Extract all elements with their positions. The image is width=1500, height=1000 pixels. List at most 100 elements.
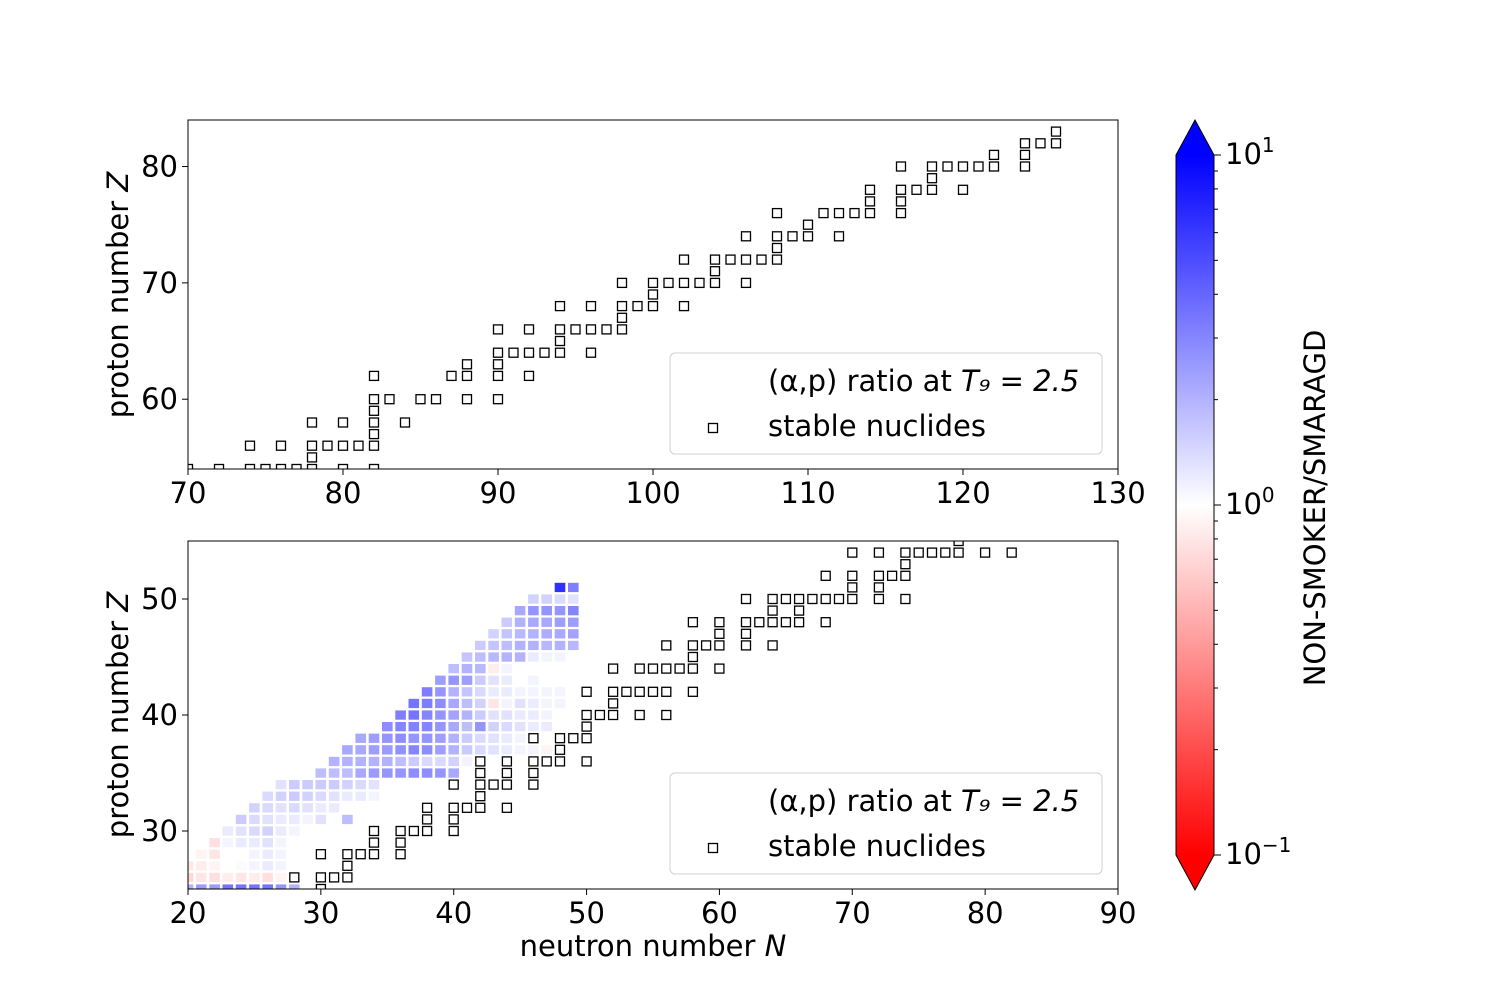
ratio-cell bbox=[501, 629, 513, 639]
ratio-cell bbox=[435, 768, 446, 778]
stable-nuclide-marker bbox=[833, 207, 845, 219]
ratio-cell bbox=[188, 872, 194, 883]
stable-nuclide-marker bbox=[864, 207, 876, 219]
stable-nuclide-marker bbox=[895, 161, 907, 172]
ratio-cell bbox=[342, 745, 353, 755]
stable-nuclide-marker bbox=[492, 359, 504, 370]
ratio-cell bbox=[328, 791, 340, 801]
stable-nuclide-marker bbox=[900, 547, 911, 558]
ratio-cell bbox=[249, 826, 260, 836]
stable-nuclide-marker bbox=[873, 582, 885, 593]
stable-nuclide-marker bbox=[501, 756, 513, 767]
stable-nuclide-marker bbox=[771, 242, 783, 254]
ratio-cell bbox=[514, 710, 526, 720]
bottom-x-tick-label: 80 bbox=[967, 896, 1004, 930]
ratio-cell bbox=[541, 640, 552, 651]
ratio-cell bbox=[188, 861, 194, 871]
ratio-cell bbox=[475, 733, 486, 743]
stable-nuclide-marker bbox=[415, 394, 426, 405]
stable-nuclide-marker bbox=[289, 872, 300, 883]
ratio-cell bbox=[408, 722, 420, 732]
stable-nuclide-marker bbox=[661, 663, 672, 674]
ratio-cell bbox=[501, 652, 513, 662]
stable-nuclide-marker bbox=[771, 254, 783, 265]
ratio-cell bbox=[501, 722, 513, 732]
ratio-cell bbox=[514, 733, 526, 743]
ratio-cell bbox=[408, 698, 420, 709]
colorbar-tick-label-low: 10−1 bbox=[1225, 833, 1291, 871]
ratio-cell bbox=[501, 617, 513, 627]
ratio-cell bbox=[408, 733, 420, 743]
ratio-cell bbox=[435, 710, 446, 720]
stable-nuclide-marker bbox=[632, 300, 643, 312]
ratio-cell bbox=[461, 710, 473, 720]
stable-nuclide-marker bbox=[475, 791, 486, 802]
stable-nuclide-marker bbox=[528, 779, 539, 790]
ratio-cell bbox=[421, 710, 433, 720]
stable-nuclide-marker bbox=[895, 196, 907, 207]
ratio-cell bbox=[209, 861, 220, 871]
stable-nuclide-marker bbox=[475, 802, 486, 813]
ratio-cell bbox=[501, 664, 513, 674]
bottom-x-tick-label: 30 bbox=[302, 896, 339, 930]
stable-nuclide-marker bbox=[368, 428, 380, 440]
ratio-cell bbox=[302, 814, 313, 825]
ratio-cell bbox=[368, 733, 380, 743]
stable-nuclide-marker bbox=[616, 324, 628, 335]
ratio-cell bbox=[302, 780, 313, 790]
colorbar: 101 100 10−1 NON-SMOKER/SMARAGD bbox=[1175, 118, 1332, 892]
top-x-tick-label: 80 bbox=[325, 476, 362, 510]
ratio-cell bbox=[514, 640, 526, 651]
stable-nuclide-marker bbox=[833, 593, 845, 605]
stable-nuclide-marker bbox=[873, 547, 885, 558]
bottom-legend: (α,p) ratio at T₉ = 2.5 stable nuclides bbox=[669, 772, 1103, 875]
stable-nuclide-marker bbox=[780, 593, 792, 605]
stable-nuclide-marker bbox=[475, 779, 486, 790]
ratio-cell bbox=[289, 814, 300, 825]
stable-nuclide-marker bbox=[820, 570, 831, 581]
ratio-cell bbox=[209, 838, 220, 848]
ratio-cell bbox=[448, 687, 459, 697]
top-x-tick-label: 100 bbox=[625, 476, 680, 510]
stable-nuclide-marker bbox=[973, 161, 984, 172]
ratio-cell bbox=[541, 664, 552, 674]
stable-nuclide-marker bbox=[849, 207, 860, 219]
bottom-x-tick-label: 70 bbox=[834, 896, 871, 930]
ratio-cell bbox=[289, 826, 300, 836]
stable-nuclide-marker bbox=[820, 593, 831, 605]
ratio-cell bbox=[355, 733, 366, 743]
ratio-cell bbox=[501, 687, 513, 697]
ratio-cell bbox=[315, 780, 327, 790]
stable-nuclide-marker bbox=[342, 849, 353, 860]
ratio-cell bbox=[514, 722, 526, 732]
stable-nuclide-marker bbox=[913, 547, 924, 558]
ratio-cell bbox=[475, 652, 486, 662]
ratio-cell bbox=[315, 803, 327, 813]
stable-nuclide-marker bbox=[585, 347, 597, 358]
stable-nuclide-marker bbox=[492, 324, 504, 335]
stable-nuclide-marker bbox=[528, 767, 539, 779]
ratio-cell bbox=[514, 687, 526, 697]
ratio-cell bbox=[461, 664, 473, 674]
ratio-cell bbox=[355, 756, 366, 767]
stable-nuclide-marker bbox=[661, 709, 672, 721]
ratio-cell bbox=[568, 617, 579, 627]
top-x-axis: 70 80 90 100 110 120 130 bbox=[170, 469, 1146, 510]
ratio-cell bbox=[408, 756, 420, 767]
stable-nuclide-marker bbox=[448, 802, 459, 813]
top-plot-area bbox=[188, 126, 1062, 469]
stable-nuclide-marker bbox=[275, 463, 287, 469]
top-x-tick-label: 70 bbox=[170, 476, 207, 510]
ratio-cell bbox=[355, 768, 366, 778]
ratio-cell bbox=[528, 687, 539, 697]
bottom-legend-marker-stable bbox=[707, 842, 719, 854]
stable-nuclide-marker bbox=[501, 767, 513, 779]
bottom-legend-entry-ratio: (α,p) ratio at T₉ = 2.5 bbox=[768, 784, 1079, 818]
stable-nuclide-marker bbox=[634, 709, 645, 721]
ratio-cell bbox=[302, 803, 313, 813]
ratio-cell bbox=[475, 640, 486, 651]
stable-nuclide-marker bbox=[767, 605, 778, 616]
stable-nuclide-marker bbox=[1019, 138, 1031, 149]
ratio-cell bbox=[315, 791, 327, 801]
stable-nuclide-marker bbox=[687, 617, 699, 628]
